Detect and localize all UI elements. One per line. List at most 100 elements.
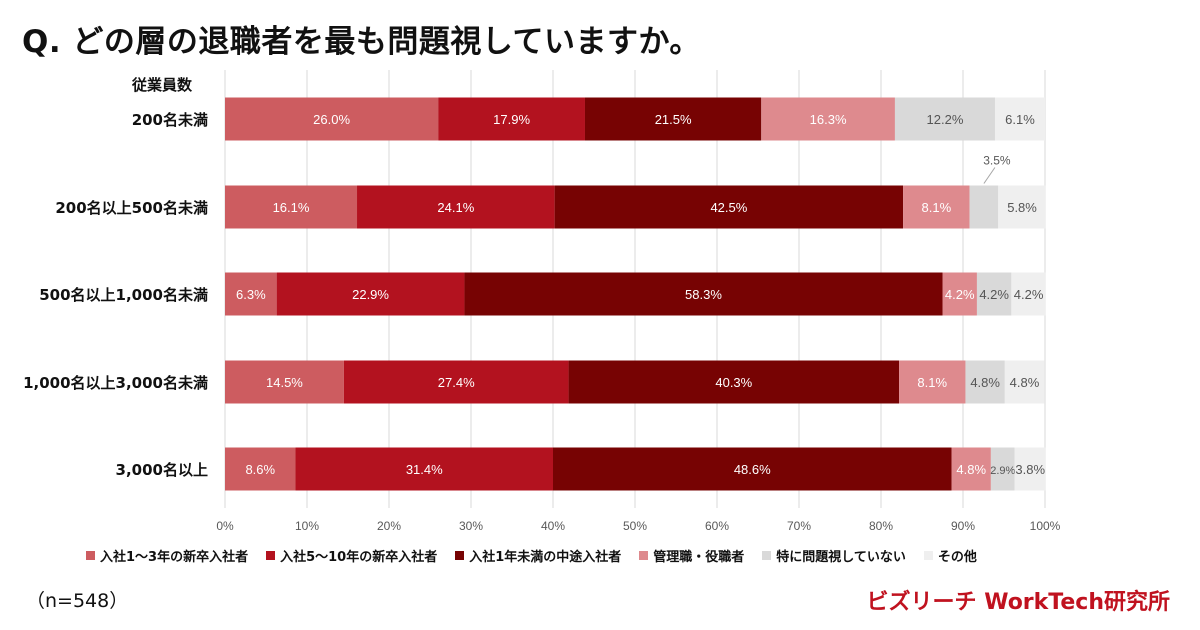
- data-label: 8.6%: [245, 462, 275, 477]
- legend-swatch: [86, 551, 95, 560]
- bar-segment: [965, 360, 1005, 404]
- data-label: 58.3%: [685, 287, 722, 302]
- data-label: 2.9%: [990, 465, 1015, 477]
- x-tick-label: 80%: [869, 519, 893, 533]
- bar-segment: [553, 447, 952, 491]
- data-label: 4.2%: [945, 287, 975, 302]
- data-label: 4.8%: [956, 462, 986, 477]
- sample-size-note: （n=548）: [26, 590, 129, 612]
- data-label: 16.1%: [273, 200, 310, 215]
- data-label: 14.5%: [266, 375, 303, 390]
- brand-logo-text: ビズリーチ WorkTech研究所: [866, 590, 1170, 615]
- legend: 入社1〜3年の新卒入社者 入社5〜10年の新卒入社者 入社1年未満の中途入社者 管理職…: [86, 546, 977, 565]
- bar-segment: [990, 447, 1015, 491]
- bar-segment: [1014, 447, 1046, 491]
- bar-segment: [1011, 272, 1046, 316]
- data-label: 12.2%: [927, 112, 964, 127]
- data-label: 4.8%: [970, 375, 1000, 390]
- data-label: 3.8%: [1015, 462, 1045, 477]
- bar-segment: [554, 185, 904, 229]
- legend-item: 特に問題視していない: [762, 546, 906, 565]
- bar-segment: [761, 97, 895, 141]
- bar-segment: [568, 360, 900, 404]
- bar-segment: [903, 185, 970, 229]
- bar-segment: [899, 360, 966, 404]
- legend-label: 入社1年未満の中途入社者: [469, 550, 622, 565]
- bar-segment: [225, 97, 439, 141]
- bar-segment: [343, 360, 569, 404]
- data-label: 4.8%: [1010, 375, 1040, 390]
- x-tick-label: 50%: [623, 519, 647, 533]
- bar-segment: [357, 185, 555, 229]
- chart-title: Q. どの層の退職者を最も問題視していますか。: [22, 24, 701, 60]
- bar-segment: [976, 272, 1012, 316]
- legend-label: 管理職・役職者: [653, 550, 745, 565]
- data-label: 3.5%: [983, 154, 1011, 168]
- data-label: 5.8%: [1007, 200, 1037, 215]
- bar-segment: [942, 272, 977, 316]
- bar-segment: [994, 97, 1045, 141]
- legend-item: その他: [923, 546, 977, 565]
- category-label: 3,000名以上: [116, 461, 208, 479]
- x-tick-label: 20%: [377, 519, 401, 533]
- bar-segment: [225, 185, 358, 229]
- x-tick-label: 100%: [1030, 519, 1061, 533]
- legend-swatch: [762, 551, 772, 560]
- legend-swatch: [266, 551, 276, 560]
- legend-item: 管理職・役職者: [639, 546, 744, 565]
- x-tick-label: 70%: [787, 519, 811, 533]
- x-tick-label: 90%: [951, 519, 975, 533]
- legend-item: 入社1〜3年の新卒入社者: [86, 546, 248, 565]
- legend-swatch: [923, 551, 933, 560]
- bar-segment: [584, 97, 762, 141]
- category-label: 200名未満: [132, 111, 208, 129]
- data-label: 21.5%: [655, 112, 692, 127]
- data-label: 6.1%: [1005, 112, 1035, 127]
- bar-segment: [295, 447, 553, 491]
- legend-item: 入社5〜10年の新卒入社者: [266, 546, 437, 565]
- x-tick-label: 0%: [216, 519, 234, 533]
- x-tick-label: 40%: [541, 519, 565, 533]
- legend-swatch: [639, 551, 649, 560]
- bar-segment: [225, 360, 344, 404]
- category-axis-header: 従業員数: [132, 76, 193, 94]
- legend-swatch: [455, 551, 465, 560]
- x-tick-label: 10%: [295, 519, 319, 533]
- data-label: 8.1%: [917, 375, 947, 390]
- legend-label: その他: [937, 550, 977, 565]
- data-label: 17.9%: [493, 112, 530, 127]
- data-label: 16.3%: [810, 112, 847, 127]
- data-label: 42.5%: [710, 200, 747, 215]
- legend-label: 特に問題視していない: [776, 550, 906, 565]
- data-label: 27.4%: [438, 375, 475, 390]
- data-label: 48.6%: [734, 462, 771, 477]
- data-label: 31.4%: [406, 462, 443, 477]
- bar-segment: [464, 272, 943, 316]
- bar-segment: [276, 272, 465, 316]
- bar-segment: [225, 272, 277, 316]
- data-label: 6.3%: [236, 287, 266, 302]
- bar-segment: [438, 97, 585, 141]
- bar-segment: [951, 447, 991, 491]
- category-label: 500名以上1,000名未満: [39, 286, 208, 304]
- legend-item: 入社1年未満の中途入社者: [455, 546, 621, 565]
- bar-segment: [998, 185, 1046, 229]
- bar-segment: [969, 185, 999, 229]
- data-label: 26.0%: [313, 112, 350, 127]
- x-tick-label: 30%: [459, 519, 483, 533]
- data-label: 40.3%: [715, 375, 752, 390]
- bar-segment: [1004, 360, 1045, 404]
- bar-segment: [894, 97, 995, 141]
- x-tick-label: 60%: [705, 519, 729, 533]
- category-label: 200名以上500名未満: [55, 199, 208, 217]
- legend-label: 入社1〜3年の新卒入社者: [100, 550, 249, 565]
- data-label-leader-line: [983, 167, 996, 184]
- data-label: 24.1%: [437, 200, 474, 215]
- data-label: 4.2%: [1014, 287, 1044, 302]
- legend-label: 入社5〜10年の新卒入社者: [280, 550, 438, 565]
- data-label: 22.9%: [352, 287, 389, 302]
- data-label: 4.2%: [979, 287, 1009, 302]
- category-label: 1,000名以上3,000名未満: [23, 374, 208, 392]
- data-label: 8.1%: [922, 200, 952, 215]
